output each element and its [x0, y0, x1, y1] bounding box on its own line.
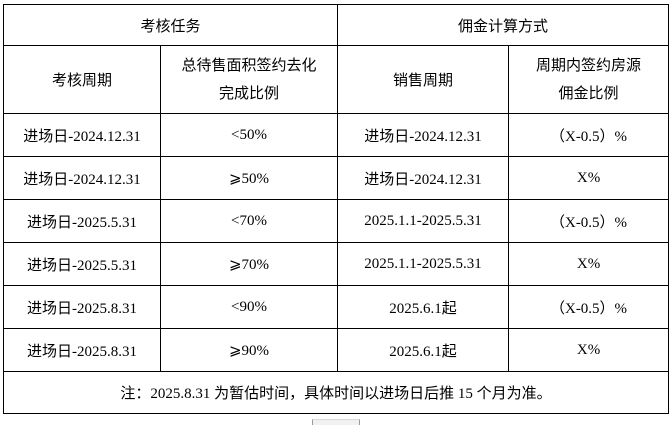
sales-period-cell: 进场日-2024.12.31	[337, 156, 510, 200]
commission-rate-cell: （X-0.5）%	[508, 199, 670, 243]
header-assessment-period: 考核周期	[3, 45, 161, 114]
header-assessment-task: 考核任务	[2, 4, 339, 46]
completion-ratio-cell: ⩾70%	[159, 242, 339, 286]
sales-period-cell: 2025.1.1-2025.5.31	[337, 199, 510, 243]
commission-assessment-table: 考核任务 佣金计算方式 考核周期 总待售面积签约去化 完成比例 销售周期 周期内…	[2, 4, 670, 414]
table-row: 进场日-2024.12.31 <50% 进场日-2024.12.31 （X-0.…	[3, 113, 670, 157]
header-commission-method: 佣金计算方式	[337, 4, 670, 46]
sales-period-cell: 2025.6.1起	[337, 328, 510, 372]
assessment-period-cell: 进场日-2025.8.31	[3, 328, 161, 372]
commission-rate-cell: （X-0.5）%	[508, 285, 670, 329]
completion-ratio-cell: <50%	[159, 113, 339, 157]
sub-header-row: 考核周期 总待售面积签约去化 完成比例 销售周期 周期内签约房源 佣金比例	[3, 45, 670, 114]
assessment-period-cell: 进场日-2025.8.31	[3, 285, 161, 329]
completion-ratio-cell: <90%	[159, 285, 339, 329]
assessment-period-cell: 进场日-2024.12.31	[3, 113, 161, 157]
commission-rate-cell: X%	[508, 156, 670, 200]
commission-rate-cell: （X-0.5）%	[508, 113, 670, 157]
header-commission-rate-line2: 佣金比例	[558, 85, 619, 102]
assessment-period-cell: 进场日-2025.5.31	[3, 199, 161, 243]
table-row: 进场日-2025.8.31 ⩾90% 2025.6.1起 X%	[3, 328, 670, 372]
footnote-text: 注：2025.8.31 为暂估时间，具体时间以进场日后推 15 个月为准。	[2, 371, 670, 414]
table-row: 进场日-2025.5.31 ⩾70% 2025.1.1-2025.5.31 X%	[3, 242, 670, 286]
completion-ratio-cell: ⩾90%	[159, 328, 339, 372]
commission-rate-cell: X%	[508, 242, 670, 286]
table-row: 进场日-2024.12.31 ⩾50% 进场日-2024.12.31 X%	[3, 156, 670, 200]
group-header-row: 考核任务 佣金计算方式	[2, 4, 670, 46]
header-completion-ratio-line1: 总待售面积签约去化	[181, 57, 317, 74]
commission-rate-cell: X%	[508, 328, 670, 372]
sales-period-cell: 2025.1.1-2025.5.31	[337, 242, 510, 286]
header-sales-period: 销售周期	[337, 45, 510, 114]
assessment-period-cell: 进场日-2025.5.31	[3, 242, 161, 286]
sales-period-cell: 进场日-2024.12.31	[337, 113, 510, 157]
assessment-period-cell: 进场日-2024.12.31	[3, 156, 161, 200]
sales-period-cell: 2025.6.1起	[337, 285, 510, 329]
header-commission-rate: 周期内签约房源 佣金比例	[508, 45, 670, 114]
completion-ratio-cell: ⩾50%	[159, 156, 339, 200]
header-commission-rate-line1: 周期内签约房源	[536, 57, 642, 74]
note-row: 注：2025.8.31 为暂估时间，具体时间以进场日后推 15 个月为准。	[2, 371, 670, 414]
completion-ratio-cell: <70%	[159, 199, 339, 243]
header-completion-ratio-line2: 完成比例	[219, 85, 280, 102]
table-row: 进场日-2025.8.31 <90% 2025.6.1起 （X-0.5）%	[3, 285, 670, 329]
header-completion-ratio: 总待售面积签约去化 完成比例	[159, 45, 339, 114]
table-row: 进场日-2025.5.31 <70% 2025.1.1-2025.5.31 （X…	[3, 199, 670, 243]
table-resize-handle[interactable]	[312, 419, 360, 425]
